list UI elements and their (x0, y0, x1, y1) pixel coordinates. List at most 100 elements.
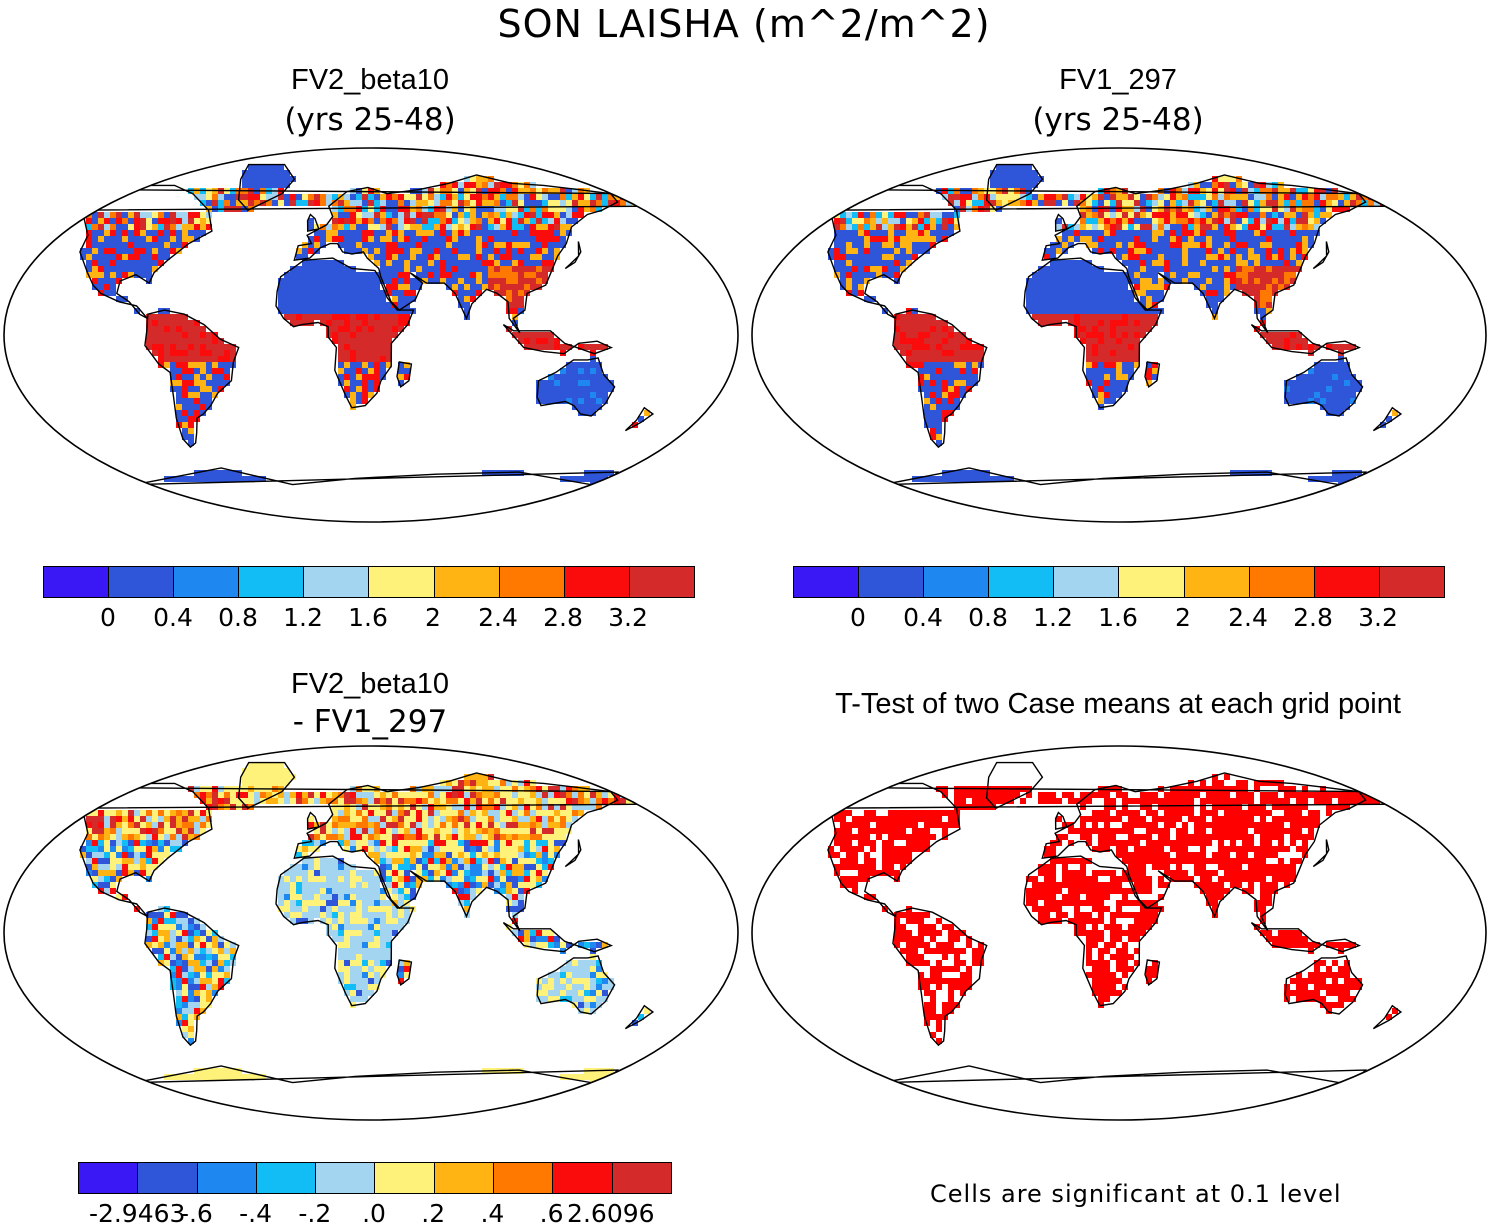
grid-cell (554, 978, 560, 984)
grid-cell (852, 248, 858, 254)
grid-cell (416, 188, 422, 194)
grid-cell (428, 810, 434, 816)
grid-cell (584, 1008, 590, 1014)
grid-cell (182, 344, 188, 350)
grid-cell (344, 960, 350, 966)
grid-cell (918, 236, 924, 242)
grid-cell (978, 344, 984, 350)
grid-cell (350, 320, 356, 326)
grid-cell (146, 870, 152, 876)
grid-cell (584, 380, 590, 386)
grid-cell (858, 272, 864, 278)
grid-cell (470, 230, 476, 236)
grid-cell (98, 870, 104, 876)
grid-cell (434, 206, 440, 212)
grid-cell (1314, 212, 1320, 218)
grid-cell (1188, 260, 1194, 266)
grid-cell (170, 840, 176, 846)
grid-cell (254, 768, 260, 774)
grid-cell (332, 798, 338, 804)
grid-cell (440, 206, 446, 212)
grid-cell (524, 200, 530, 206)
grid-cell (332, 894, 338, 900)
grid-cell (254, 762, 260, 768)
grid-cell (524, 834, 530, 840)
grid-cell (590, 368, 596, 374)
grid-cell (440, 858, 446, 864)
grid-cell (954, 344, 960, 350)
grid-cell (1026, 170, 1032, 176)
grid-cell (560, 242, 566, 248)
grid-cell (930, 326, 936, 332)
grid-cell (1164, 236, 1170, 242)
grid-cell (356, 960, 362, 966)
grid-cell (380, 218, 386, 224)
grid-cell (296, 302, 302, 308)
grid-cell (164, 356, 170, 362)
grid-cell (164, 350, 170, 356)
grid-cell (392, 840, 398, 846)
grid-cell (554, 248, 560, 254)
grid-cell (1290, 380, 1296, 386)
grid-cell (566, 380, 572, 386)
grid-cell (512, 858, 518, 864)
grid-cell (524, 230, 530, 236)
grid-cell (596, 206, 602, 212)
grid-cell (894, 314, 900, 320)
grid-cell (1260, 188, 1266, 194)
grid-cell (972, 362, 978, 368)
grid-cell (110, 858, 116, 864)
grid-cell (446, 786, 452, 792)
grid-cell (494, 798, 500, 804)
grid-cell (476, 188, 482, 194)
grid-cell (182, 942, 188, 948)
grid-cell (368, 212, 374, 218)
grid-cell (1200, 266, 1206, 272)
grid-cell (164, 936, 170, 942)
grid-cell (518, 188, 524, 194)
grid-cell (356, 362, 362, 368)
grid-cell (512, 870, 518, 876)
grid-cell (506, 296, 512, 302)
grid-cell (494, 182, 500, 188)
grid-cell (152, 864, 158, 870)
grid-cell (1302, 188, 1308, 194)
grid-cell (536, 260, 542, 266)
grid-cell (590, 1008, 596, 1014)
grid-cell (392, 194, 398, 200)
grid-cell (488, 194, 494, 200)
grid-cell (1254, 206, 1260, 212)
grid-cell (506, 188, 512, 194)
grid-cell (518, 248, 524, 254)
grid-cell (1338, 398, 1344, 404)
grid-cell (452, 786, 458, 792)
grid-cell (1128, 230, 1134, 236)
grid-cell (512, 834, 518, 840)
grid-cell (344, 314, 350, 320)
grid-cell (1146, 320, 1152, 326)
grid-cell (284, 882, 290, 888)
grid-cell (900, 332, 906, 338)
grid-cell (1320, 212, 1326, 218)
grid-cell (530, 248, 536, 254)
grid-cell (320, 858, 326, 864)
grid-cell (566, 810, 572, 816)
coastline-indonesia (502, 324, 614, 355)
grid-cell (386, 242, 392, 248)
grid-cell (290, 774, 296, 780)
grid-cell (548, 834, 554, 840)
grid-cell (344, 350, 350, 356)
grid-cell (428, 840, 434, 846)
grid-cell (924, 350, 930, 356)
grid-cell (344, 278, 350, 284)
grid-cell (1218, 182, 1224, 188)
grid-cell (212, 386, 218, 392)
grid-cell (1206, 296, 1212, 302)
grid-cell (1104, 320, 1110, 326)
grid-cell (1218, 290, 1224, 296)
grid-cell (332, 912, 338, 918)
grid-cell (374, 248, 380, 254)
map-difference (3, 745, 739, 1121)
grid-cell (930, 212, 936, 218)
grid-cell (1164, 218, 1170, 224)
